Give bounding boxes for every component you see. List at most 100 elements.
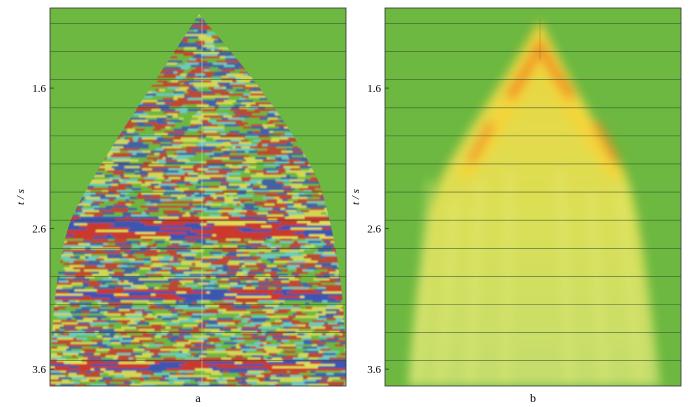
trace-segment-86-12 <box>184 201 197 204</box>
trace-segment-143-8 <box>148 326 166 329</box>
trace-segment-81-14 <box>180 190 184 193</box>
trace-segment-38-15 <box>218 95 229 98</box>
trace-segment-90-5 <box>99 210 116 213</box>
trace-segment-141-18 <box>234 322 239 325</box>
trace-segment-161-0 <box>50 366 55 369</box>
trace-segment-97-12 <box>271 225 282 228</box>
trace-segment-150-12 <box>176 342 191 345</box>
trace-segment-89-21 <box>285 207 292 211</box>
trace-segment-112-13 <box>170 258 174 261</box>
trace-segment-151-5 <box>121 344 126 347</box>
trace-segment-82-6 <box>114 192 121 195</box>
trace-segment-101-6 <box>187 234 213 237</box>
trace-segment-115-26 <box>287 265 300 268</box>
trace-segment-129-12 <box>299 295 305 299</box>
trace-segment-122-6 <box>112 280 118 283</box>
trace-segment-69-15 <box>225 163 233 167</box>
trace-segment-111-11 <box>150 256 164 259</box>
trace-segment-117-18 <box>222 269 230 272</box>
trace-segment-50-15 <box>211 122 217 125</box>
trace-segment-22-15 <box>187 60 192 63</box>
trace-segment-112-5 <box>95 258 104 261</box>
trace-segment-135-26 <box>303 309 310 312</box>
trace-segment-131-5 <box>95 300 102 303</box>
trace-segment-134-16 <box>249 306 261 310</box>
trace-segment-135-23 <box>277 309 291 312</box>
trace-segment-162-10 <box>212 368 236 371</box>
trace-segment-153-23 <box>313 348 321 351</box>
trace-segment-148-0 <box>50 337 58 340</box>
trace-segment-143-16 <box>222 326 238 329</box>
trace-segment-132-18 <box>234 302 243 305</box>
trace-segment-98-1 <box>59 227 80 230</box>
trace-segment-59-28 <box>345 141 346 145</box>
trace-segment-47-13 <box>172 115 178 118</box>
trace-segment-168-18 <box>198 381 205 384</box>
trace-segment-81-17 <box>204 190 216 193</box>
trace-segment-162-9 <box>194 368 213 371</box>
trace-segment-148-15 <box>214 337 220 340</box>
trace-segment-118-24 <box>329 271 340 274</box>
trace-segment-102-9 <box>185 236 205 239</box>
trace-segment-151-3 <box>90 344 108 347</box>
trace-segment-85-12 <box>160 199 173 202</box>
trace-segment-53-16 <box>182 128 188 131</box>
trace-segment-91-10 <box>141 212 146 215</box>
trace-segment-64-12 <box>154 152 160 156</box>
trace-segment-149-29 <box>336 339 346 343</box>
trace-segment-84-22 <box>262 196 275 200</box>
trace-segment-140-12 <box>179 320 195 323</box>
trace-segment-146-24 <box>241 333 253 336</box>
trace-segment-74-6 <box>104 174 114 178</box>
trace-segment-19-16 <box>195 53 202 57</box>
trace-segment-103-29 <box>280 238 293 241</box>
trace-segment-151-21 <box>239 344 246 347</box>
trace-segment-169-9 <box>130 383 142 386</box>
trace-segment-92-25 <box>305 214 315 217</box>
trace-segment-121-15 <box>228 278 246 281</box>
trace-segment-90-13 <box>193 210 204 213</box>
trace-segment-147-13 <box>161 335 173 338</box>
trace-segment-146-31 <box>297 333 304 336</box>
trace-segment-161-1 <box>54 366 70 369</box>
trace-segment-68-14 <box>185 161 201 164</box>
trace-segment-140-8 <box>139 320 146 323</box>
trace-segment-89-11 <box>182 207 187 211</box>
trace-segment-165-23 <box>302 375 312 378</box>
trace-segment-41-14 <box>216 102 233 105</box>
trace-segment-93-11 <box>228 216 241 219</box>
trace-segment-31-11 <box>157 80 168 83</box>
trace-segment-132-16 <box>213 302 228 305</box>
trace-segment-128-15 <box>330 293 346 296</box>
trace-segment-13-17 <box>194 40 205 43</box>
trace-segment-135-28 <box>325 309 334 312</box>
trace-segment-155-5 <box>94 353 101 356</box>
trace-segment-163-7 <box>113 370 122 373</box>
trace-segment-71-24 <box>277 168 286 171</box>
trace-segment-119-5 <box>108 273 114 277</box>
trace-segment-147-20 <box>230 335 243 338</box>
trace-segment-95-12 <box>297 221 311 224</box>
trace-segment-89-15 <box>221 207 235 211</box>
trace-segment-64-26 <box>286 152 292 156</box>
trace-segment-116-3 <box>89 267 107 270</box>
trace-segment-127-8 <box>206 291 210 294</box>
trace-segment-134-11 <box>178 306 195 310</box>
trace-segment-106-2 <box>70 245 87 248</box>
trace-segment-85-28 <box>311 199 328 202</box>
trace-segment-99-12 <box>317 229 335 233</box>
trace-segment-91-26 <box>267 212 271 215</box>
trace-segment-63-25 <box>258 150 274 153</box>
trace-segment-168-29 <box>304 381 320 384</box>
trace-segment-165-13 <box>185 375 193 378</box>
trace-segment-81-8 <box>108 190 117 193</box>
semblance-high-band <box>455 30 627 180</box>
trace-segment-109-12 <box>190 251 198 255</box>
trace-segment-149-8 <box>119 339 132 343</box>
trace-segment-157-21 <box>247 357 261 360</box>
trace-segment-26-16 <box>203 69 210 72</box>
trace-segment-55-8 <box>116 133 125 136</box>
trace-segment-69-5 <box>104 163 119 167</box>
trace-segment-107-24 <box>270 247 277 250</box>
trace-segment-117-16 <box>205 269 218 272</box>
